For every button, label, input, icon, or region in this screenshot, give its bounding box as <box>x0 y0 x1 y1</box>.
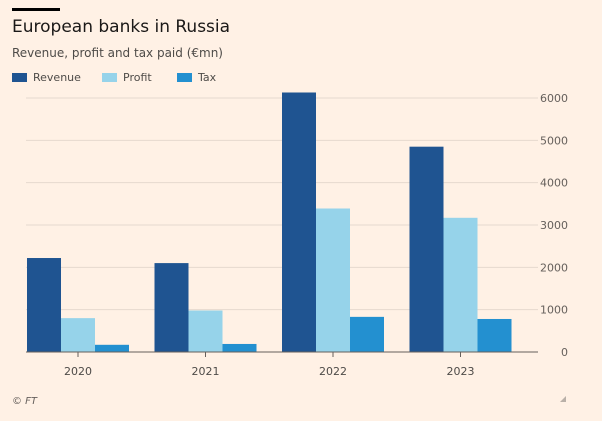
y-tick-label: 5000 <box>540 134 568 147</box>
x-tick-label: 2020 <box>64 365 92 378</box>
x-tick-label: 2022 <box>319 365 347 378</box>
legend-label-tax: Tax <box>198 71 217 84</box>
legend-item-revenue: Revenue <box>12 71 81 84</box>
header-rule <box>12 8 60 11</box>
bar-profit-2023 <box>443 217 478 352</box>
x-tick-label: 2021 <box>192 365 220 378</box>
bar-tax-2023 <box>477 318 512 352</box>
y-tick-label: 2000 <box>540 261 568 274</box>
legend-label-profit: Profit <box>123 71 152 84</box>
bar-revenue-2022 <box>282 92 316 352</box>
legend-item-profit: Profit <box>102 71 152 84</box>
legend-swatch-profit <box>102 73 117 82</box>
legend-label-revenue: Revenue <box>33 71 81 84</box>
legend-swatch-revenue <box>12 73 27 82</box>
y-tick-label: 1000 <box>540 304 568 317</box>
bar-revenue-2021 <box>154 263 189 352</box>
chart-subtitle: Revenue, profit and tax paid (€mn) <box>12 46 223 60</box>
bar-profit-2020 <box>61 318 95 352</box>
y-tick-label: 6000 <box>540 92 568 105</box>
bar-tax-2020 <box>95 344 129 352</box>
y-tick-label: 3000 <box>540 219 568 232</box>
legend-item-tax: Tax <box>177 71 216 84</box>
legend-swatch-tax <box>177 73 192 82</box>
source-credit: © FT <box>12 396 38 407</box>
y-tick-label: 4000 <box>540 177 568 190</box>
chart-title: European banks in Russia <box>12 17 231 37</box>
bar-revenue-2023 <box>409 146 444 352</box>
y-tick-label: 0 <box>561 346 568 359</box>
bar-tax-2022 <box>350 316 384 352</box>
bar-tax-2021 <box>222 343 257 352</box>
x-tick-label: 2023 <box>447 365 475 378</box>
resize-corner-icon <box>560 396 566 402</box>
bar-profit-2022 <box>316 208 350 352</box>
bar-profit-2021 <box>188 310 223 352</box>
chart-legend: Revenue Profit Tax <box>12 71 312 85</box>
bar-revenue-2020 <box>27 258 61 352</box>
